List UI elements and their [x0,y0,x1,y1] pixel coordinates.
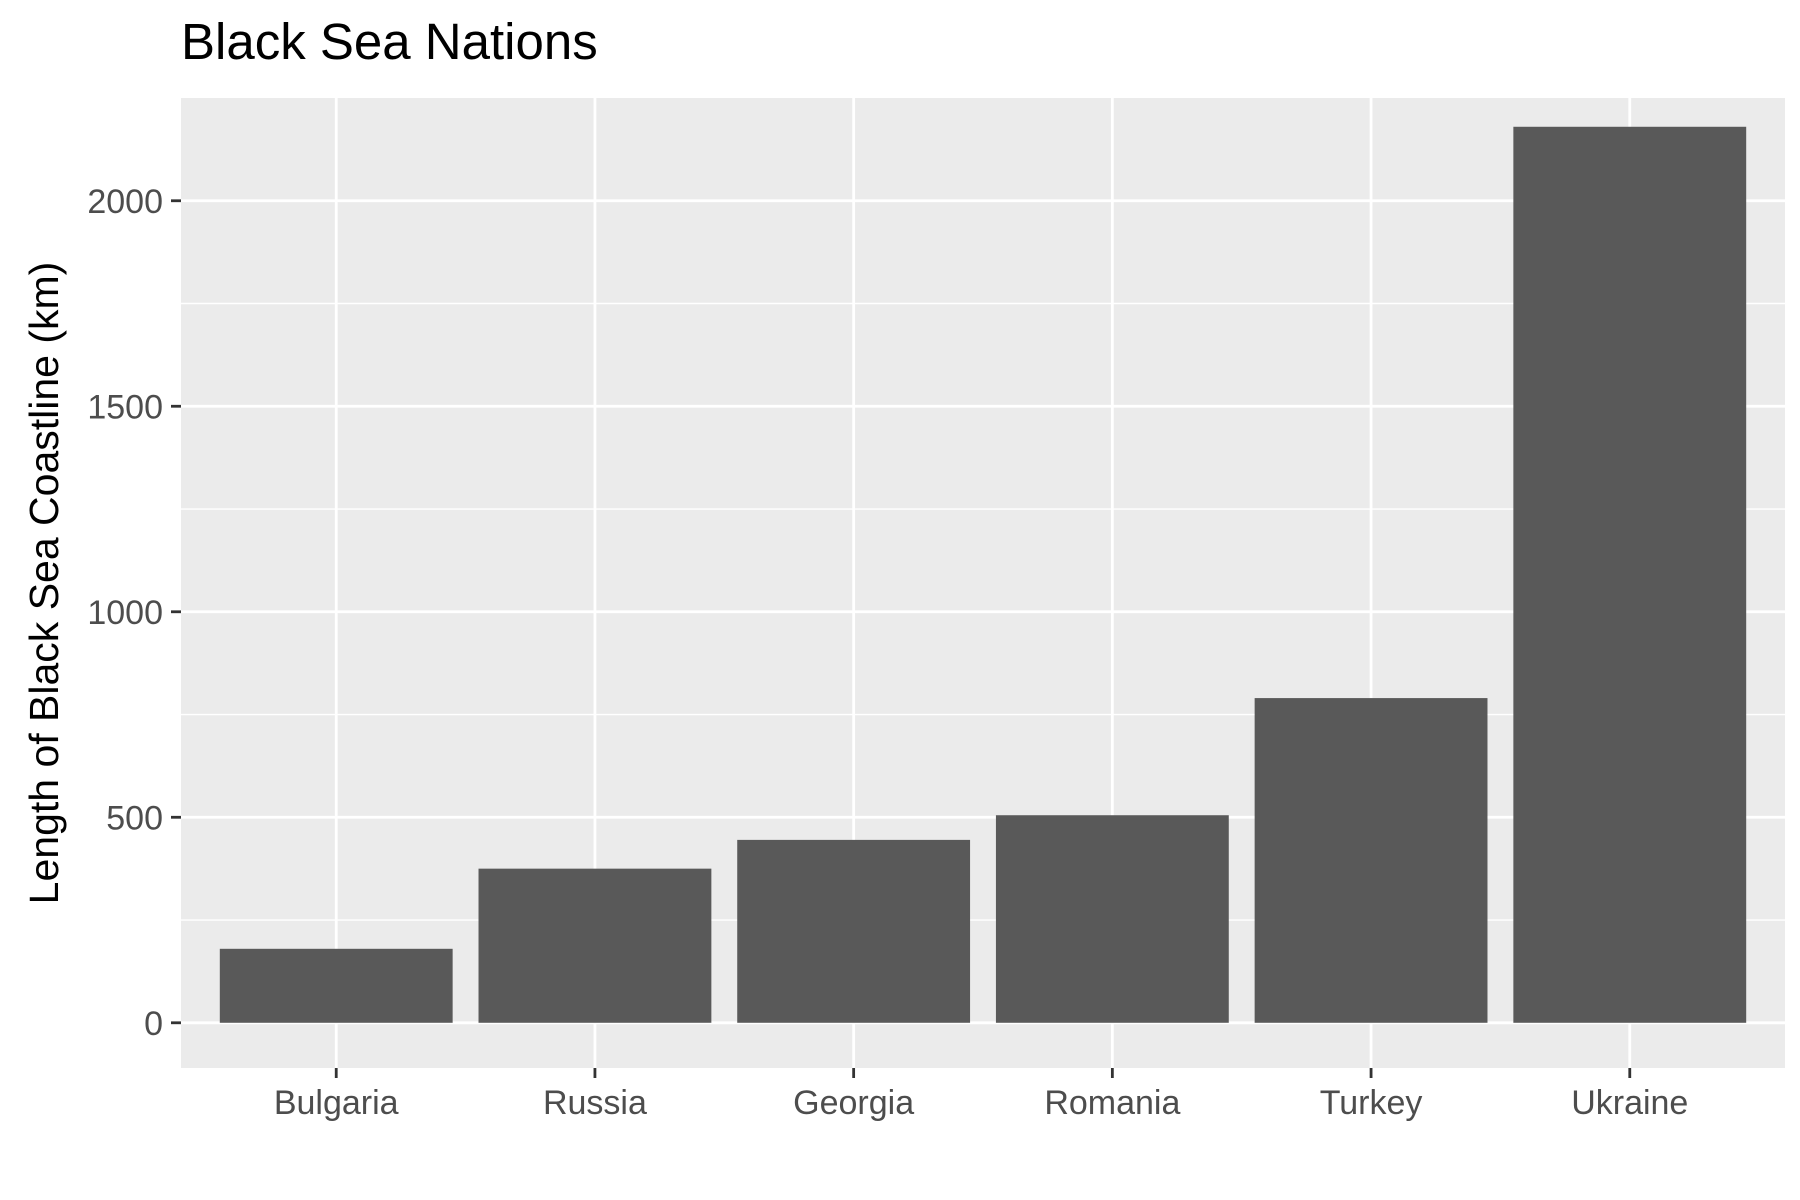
x-tick-label: Georgia [793,1084,914,1122]
y-tick-label: 1000 [87,594,163,632]
bar-ukraine [1513,126,1747,1023]
bar-russia [478,868,712,1023]
x-tick-label: Romania [1044,1084,1180,1122]
y-tick-label: 2000 [87,183,163,221]
y-axis-title: Length of Black Sea Coastline (km) [21,262,67,905]
x-tick-label: Russia [543,1084,647,1122]
bar-romania [995,815,1229,1023]
x-tick-label: Turkey [1320,1084,1423,1122]
y-tick-label: 500 [106,799,163,837]
y-tick-label: 0 [144,1005,163,1043]
chart-title: Black Sea Nations [181,13,598,70]
x-axis: Bulgaria Russia Georgia Romania Turkey Ukrain… [274,1068,1688,1122]
y-tick-label: 1500 [87,388,163,426]
x-tick-label: Bulgaria [274,1084,399,1122]
bar-georgia [737,839,971,1023]
y-axis: 0 500 1000 1500 2000 [87,183,181,1043]
bar-bulgaria [219,948,453,1023]
x-tick-label: Ukraine [1571,1084,1688,1122]
bar-turkey [1254,698,1488,1023]
bars [219,126,1747,1023]
